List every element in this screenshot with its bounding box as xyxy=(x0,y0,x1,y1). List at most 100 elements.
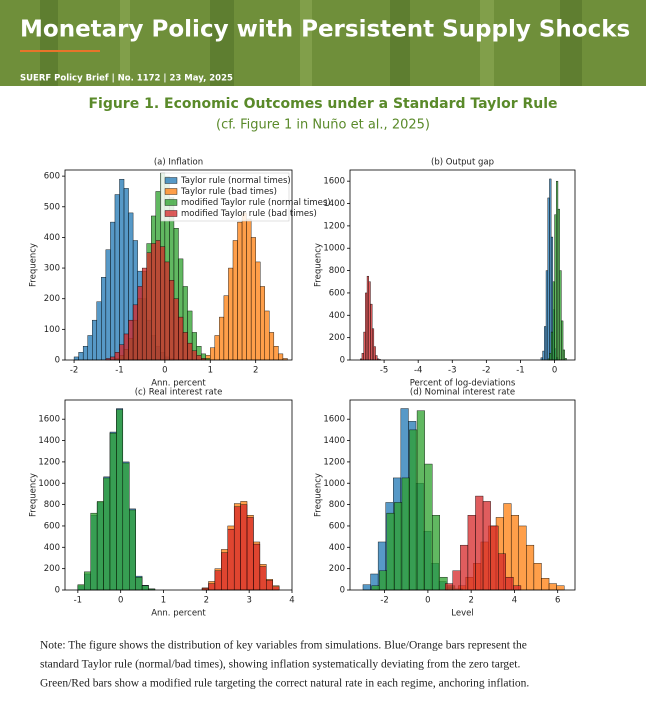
y-tick-label: 1400 xyxy=(323,199,345,209)
y-tick-label: 400 xyxy=(329,543,345,553)
y-tick-label: 800 xyxy=(44,500,60,510)
histogram-bar xyxy=(533,563,542,591)
legend-label: modified Taylor rule (normal times) xyxy=(181,198,331,208)
histogram-bar xyxy=(128,319,134,361)
histogram-bar xyxy=(409,429,418,591)
y-axis-label: Frequency xyxy=(29,473,39,517)
histogram-bar xyxy=(557,208,560,361)
histogram-bar xyxy=(556,180,559,361)
x-tick-label: -2 xyxy=(482,366,490,376)
histogram-bar xyxy=(371,328,375,361)
histogram-bar xyxy=(84,571,91,591)
x-tick-label: -2 xyxy=(380,596,388,606)
histogram-bar xyxy=(228,267,234,361)
x-tick-label: -1 xyxy=(115,366,123,376)
x-axis-label: Ann. percent xyxy=(151,379,206,389)
banner xyxy=(0,0,646,86)
panel-title: (c) Real interest rate xyxy=(135,388,223,398)
histogram-bar xyxy=(92,319,97,361)
panel-title: (a) Inflation xyxy=(154,158,203,168)
histogram-bar xyxy=(542,350,545,361)
histogram-bar xyxy=(240,504,248,591)
y-tick-label: 1600 xyxy=(38,415,60,425)
y-tick-label: 0 xyxy=(55,586,60,596)
histogram-bar xyxy=(208,583,216,591)
histogram-bar xyxy=(160,246,166,361)
histogram-bar xyxy=(119,178,125,361)
histogram-bar xyxy=(365,292,368,361)
histogram-bar xyxy=(490,525,499,591)
histogram-bar xyxy=(544,326,547,361)
x-tick-label: 0 xyxy=(425,596,430,606)
histogram-bar xyxy=(182,332,188,361)
y-tick-label: 200 xyxy=(44,294,60,304)
histogram-bar xyxy=(548,583,557,591)
histogram-bar xyxy=(482,501,491,591)
x-tick-label: 2 xyxy=(204,596,209,606)
histogram-bar xyxy=(155,240,161,361)
histogram-bar xyxy=(141,585,149,591)
histogram-bar xyxy=(122,462,130,591)
histogram-bar xyxy=(552,281,555,361)
legend-swatch xyxy=(164,210,178,217)
histogram-bar xyxy=(432,515,440,591)
histogram-bar xyxy=(146,252,152,361)
x-axis-label: Percent of log-deviations xyxy=(410,379,516,389)
y-axis-label: Frequency xyxy=(314,473,324,517)
histogram-bar xyxy=(394,502,403,591)
y-tick-label: 100 xyxy=(44,325,60,335)
histogram-bar xyxy=(475,495,484,591)
histogram-bar xyxy=(361,353,364,361)
y-tick-label: 1000 xyxy=(38,479,60,489)
histogram-bar xyxy=(505,576,514,591)
banner-meta: SUERF Policy Brief | No. 1172 | 23 May, … xyxy=(20,74,233,84)
x-tick-label: 1 xyxy=(161,596,166,606)
histogram-bar xyxy=(114,352,120,361)
histogram-bar xyxy=(169,280,175,361)
histogram-bar xyxy=(110,221,116,361)
histogram-bar xyxy=(452,570,461,591)
y-tick-label: 300 xyxy=(44,264,60,274)
histogram-bar xyxy=(467,515,476,591)
histogram-bar xyxy=(246,218,252,361)
x-tick-label: 0 xyxy=(118,596,123,606)
banner-pattern xyxy=(40,0,582,86)
histogram-bar xyxy=(386,512,395,591)
histogram-bar xyxy=(379,570,387,591)
legend-swatch xyxy=(164,188,178,195)
legend-box xyxy=(160,172,290,222)
y-tick-label: 1000 xyxy=(323,244,345,254)
histogram-bar xyxy=(547,197,550,361)
y-tick-label: 1600 xyxy=(323,415,345,425)
figure-subtitle: (cf. Figure 1 in Nuño et al., 2025) xyxy=(216,118,430,133)
panel-title: (b) Output gap xyxy=(431,158,494,168)
y-tick-label: 400 xyxy=(329,311,345,321)
y-tick-label: 1200 xyxy=(323,221,345,231)
x-tick-label: -1 xyxy=(74,596,82,606)
y-tick-label: 200 xyxy=(44,564,60,574)
histogram-bar xyxy=(101,277,107,361)
histogram-bar xyxy=(241,212,247,361)
y-tick-label: 400 xyxy=(44,233,60,243)
histogram-bar xyxy=(513,585,522,591)
histogram-bar xyxy=(191,350,197,361)
histogram-bar xyxy=(246,517,254,591)
histogram-bar xyxy=(187,342,193,361)
y-tick-label: 1200 xyxy=(323,457,345,467)
histogram-bar xyxy=(219,316,225,361)
x-tick-label: -4 xyxy=(414,366,422,376)
histogram-bar xyxy=(223,295,229,361)
y-tick-label: 0 xyxy=(340,586,345,596)
histogram-bar xyxy=(137,286,143,361)
legend-label: Taylor rule (normal times) xyxy=(180,176,291,186)
histogram-bar xyxy=(196,355,202,361)
histogram-bar xyxy=(541,578,550,591)
histogram-bar xyxy=(233,506,241,591)
y-tick-label: 0 xyxy=(55,356,60,366)
x-tick-label: 2 xyxy=(468,596,473,606)
histogram-bar xyxy=(278,353,284,361)
axes-frame xyxy=(349,399,576,591)
histogram-bar xyxy=(266,580,273,591)
axes-frame xyxy=(64,169,293,361)
